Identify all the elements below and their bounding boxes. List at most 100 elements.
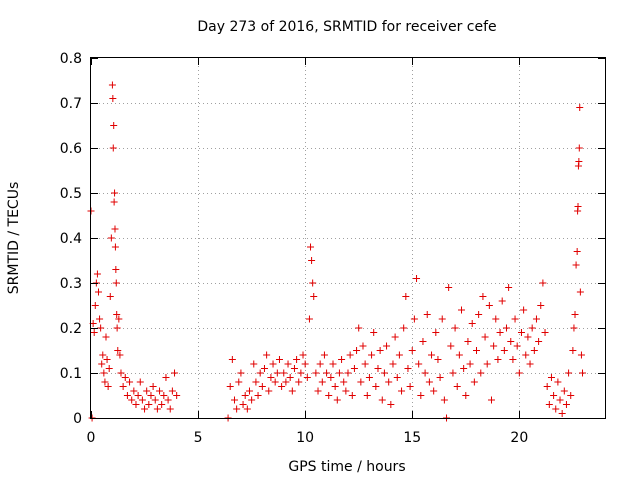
data-point: [100, 369, 108, 377]
data-point: [353, 347, 361, 354]
data-point: [156, 387, 164, 395]
data-point: [410, 315, 418, 323]
data-point: [107, 234, 115, 242]
data-point: [573, 248, 581, 255]
data-point: [522, 351, 530, 359]
data-point: [250, 360, 258, 368]
data-point: [245, 387, 253, 395]
data-point: [483, 360, 491, 368]
data-point: [141, 405, 149, 413]
data-point: [565, 369, 573, 377]
data-point: [378, 396, 386, 404]
data-point: [109, 95, 117, 102]
data-point: [128, 396, 136, 404]
data-point: [468, 320, 476, 327]
data-point: [307, 243, 315, 251]
data-point: [370, 329, 378, 336]
y-tick-label: 0.4: [60, 231, 82, 247]
data-point: [515, 369, 523, 377]
data-point: [449, 369, 457, 377]
data-point: [119, 383, 127, 390]
data-point: [112, 279, 120, 287]
data-point: [104, 383, 112, 390]
data-point: [569, 347, 577, 354]
data-point: [243, 405, 251, 413]
data-point: [97, 324, 105, 332]
data-point: [284, 360, 292, 368]
data-point: [93, 270, 101, 278]
data-point: [149, 383, 157, 390]
data-point: [282, 378, 290, 386]
data-point: [535, 338, 543, 345]
data-point: [577, 351, 585, 359]
data-point: [494, 356, 502, 363]
data-point: [288, 387, 296, 395]
data-point: [537, 302, 545, 309]
data-point: [327, 374, 335, 381]
y-axis-label: SRMTID / TECUs: [6, 182, 22, 295]
data-point: [558, 410, 566, 417]
data-point: [301, 360, 309, 368]
data-point: [398, 387, 406, 395]
data-point: [310, 293, 318, 300]
data-point: [530, 347, 538, 354]
data-point: [417, 392, 425, 399]
data-point: [432, 329, 440, 336]
data-point: [445, 284, 453, 291]
data-point: [576, 104, 584, 111]
data-point: [363, 392, 371, 399]
data-point: [428, 351, 436, 359]
data-point: [103, 356, 111, 363]
data-point: [479, 293, 487, 300]
data-point: [271, 378, 279, 386]
data-point: [485, 302, 493, 309]
data-point: [263, 351, 271, 359]
data-point: [117, 369, 125, 377]
data-point: [383, 342, 391, 350]
data-point: [556, 396, 564, 404]
data-point: [419, 338, 427, 345]
data-point: [293, 356, 301, 363]
tick-labels: 0 5 10 15 20 0 0.1 0.2 0.3 0.4 0.5 0.6 0.7 0.8: [60, 51, 529, 446]
data-point: [98, 360, 106, 368]
data-point: [438, 315, 446, 323]
data-point: [143, 387, 151, 395]
data-point: [464, 338, 472, 345]
data-point: [305, 315, 313, 323]
data-point: [470, 378, 478, 386]
data-point: [570, 324, 578, 332]
data-point: [121, 374, 129, 381]
data-point: [576, 288, 584, 296]
data-point: [267, 374, 275, 381]
data-point: [290, 365, 298, 372]
data-point: [451, 324, 459, 332]
x-tick-label: 10: [296, 430, 314, 446]
data-point: [453, 383, 461, 390]
data-point: [111, 243, 119, 251]
data-point: [492, 315, 500, 323]
data-point: [111, 189, 119, 197]
data-point: [237, 369, 245, 377]
data-point: [423, 311, 431, 318]
data-point: [543, 383, 551, 390]
data-point: [312, 369, 320, 377]
data-point: [260, 365, 268, 372]
data-point: [254, 392, 262, 399]
data-point: [239, 401, 247, 408]
data-point: [509, 356, 517, 363]
data-point: [325, 392, 333, 399]
data-point: [286, 374, 294, 381]
data-point: [481, 333, 489, 341]
data-point: [158, 401, 166, 408]
data-point: [460, 365, 468, 372]
y-tick-label: 0.7: [60, 96, 82, 112]
data-point: [550, 392, 558, 399]
data-point: [393, 374, 401, 381]
data-point: [547, 374, 555, 381]
data-point: [348, 392, 356, 399]
data-point: [520, 306, 528, 314]
data-point: [342, 387, 350, 395]
data-point: [526, 360, 534, 368]
